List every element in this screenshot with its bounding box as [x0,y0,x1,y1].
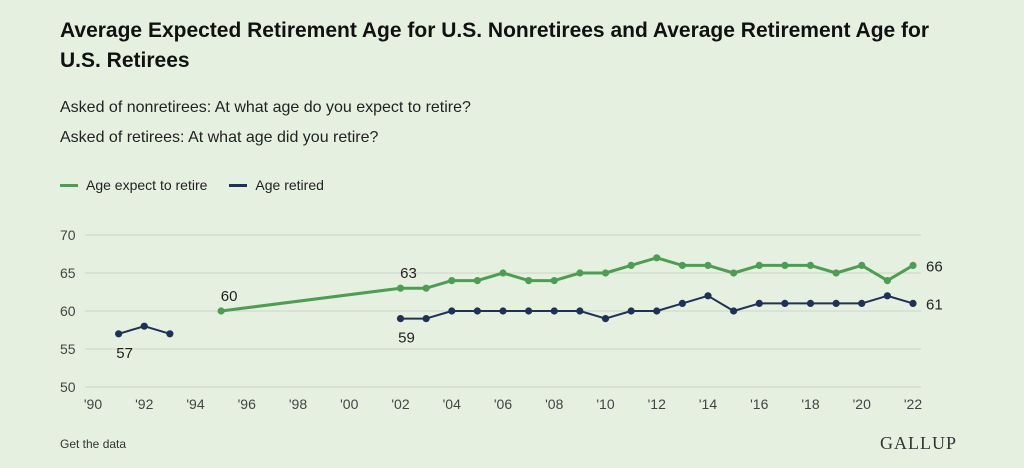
data-point-expect [473,277,481,285]
data-point-expect [704,261,712,269]
chart-legend: Age expect to retire Age retired [60,177,324,193]
gallup-logo: GALLUP [880,433,957,453]
chart-subtitle-nonretirees: Asked of nonretirees: At what age do you… [60,99,471,116]
y-tick-label: 55 [60,341,76,357]
data-point-expect [448,277,456,285]
data-point-expect [755,261,763,269]
x-tick-label: '00 [340,396,358,412]
x-tick-label: '96 [238,396,256,412]
data-point-retired [781,299,789,307]
data-point-expect [499,269,507,277]
data-point-retired [678,299,686,307]
data-point-retired [550,307,558,315]
data-point-retired [601,315,610,323]
legend-swatch-expect [60,183,78,187]
data-point-retired [883,292,891,300]
x-tick-label: '02 [391,396,409,412]
data-point-expect [678,261,686,269]
data-point-retired [166,330,174,338]
x-tick-label: '14 [699,396,717,412]
data-point-retired [422,315,430,323]
series-line-expect [220,256,914,313]
data-point-expect [858,261,866,269]
legend-label-retired: Age retired [255,177,324,193]
x-tick-label: '18 [801,396,819,412]
data-point-expect [422,284,430,292]
x-tick-label: '06 [494,396,512,412]
data-label-expect: 63 [400,265,417,282]
x-tick-label: '12 [648,396,666,412]
legend-item-expect[interactable]: Age expect to retire [60,177,207,193]
data-label-expect: 60 [221,288,238,305]
x-tick-label: '08 [545,396,563,412]
data-point-retired [140,322,148,330]
data-point-expect [832,269,840,277]
data-point-expect [601,269,610,277]
x-tick-label: '94 [186,396,204,412]
data-point-retired [396,315,405,323]
legend-item-retired[interactable]: Age retired [229,177,324,193]
x-tick-label: '10 [596,396,614,412]
data-point-retired [653,307,661,315]
data-point-retired [909,299,917,307]
x-tick-label: '04 [443,396,461,412]
data-point-retired [627,307,635,315]
data-point-expect [217,307,225,315]
data-point-retired [115,330,123,338]
y-tick-label: 60 [60,303,76,319]
data-point-retired [704,292,712,300]
data-point-expect [909,261,917,269]
data-point-expect [576,269,584,277]
y-tick-label: 70 [60,227,76,243]
series-line-retired [400,294,914,320]
x-tick-label: '92 [135,396,153,412]
data-label-retired: 59 [398,330,415,347]
data-point-retired [806,299,815,307]
data-point-retired [576,307,584,315]
data-label-retired: 57 [116,345,133,362]
data-point-retired [525,307,533,315]
data-point-expect [627,261,635,269]
data-label-retired: 61 [926,296,943,313]
data-point-retired [473,307,481,315]
data-point-expect [525,277,533,285]
legend-swatch-retired [229,183,248,187]
chart-subtitle-retirees: Asked of retirees: At what age did you r… [60,129,379,146]
data-point-expect [806,261,815,269]
data-point-retired [858,299,866,307]
x-tick-label: '20 [853,396,871,412]
data-point-retired [730,307,738,315]
x-tick-label: '16 [750,396,768,412]
data-point-expect [550,277,558,285]
x-tick-label: '90 [84,396,102,412]
y-tick-label: 65 [60,265,76,281]
chart-title: Average Expected Retirement Age for U.S.… [60,19,930,72]
x-tick-label: '98 [289,396,307,412]
data-point-expect [730,269,738,277]
data-point-retired [499,307,507,315]
data-point-expect [653,254,661,262]
data-point-retired [755,299,763,307]
x-tick-label: '22 [904,396,922,412]
data-point-retired [832,299,840,307]
data-point-expect [883,277,891,285]
data-point-expect [396,284,405,292]
data-label-expect: 66 [926,258,943,275]
y-tick-label: 50 [60,379,76,395]
data-point-retired [448,307,456,315]
data-point-expect [781,261,789,269]
get-the-data-link[interactable]: Get the data [60,437,127,451]
legend-label-expect: Age expect to retire [86,177,208,193]
